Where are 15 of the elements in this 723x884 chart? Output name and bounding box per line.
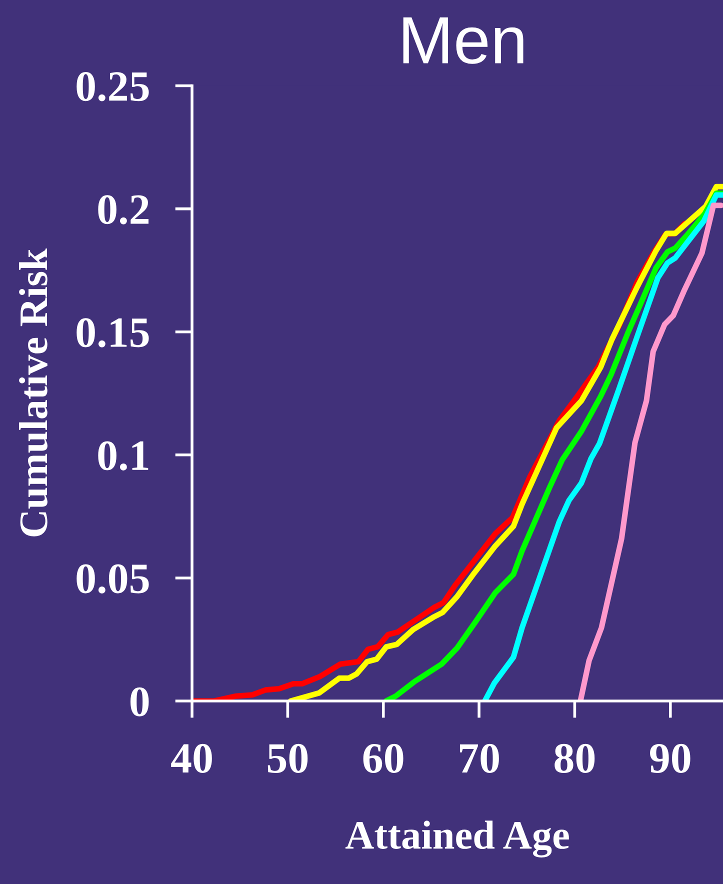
x-tick-label: 50 [268,744,308,773]
x-tick-label: 80 [554,744,595,773]
y-tick-label: 0.05 [76,564,149,594]
y-tick-label: 0 [130,687,149,716]
x-tick-label: 70 [460,744,499,773]
chart-title: Men [403,17,524,64]
y-tick-label: 0.25 [76,72,149,102]
y-tick-label: 0.2 [98,195,149,224]
y-tick-label: 0.15 [76,318,149,348]
x-tick-label: 60 [363,744,404,773]
y-axis-title: Cumulative Risk [19,248,48,536]
x-tick-label: 40 [171,744,212,773]
x-tick-label: 90 [650,744,690,773]
y-tick-label: 0.1 [98,441,148,470]
x-axis-title: Attained Age [345,820,569,858]
